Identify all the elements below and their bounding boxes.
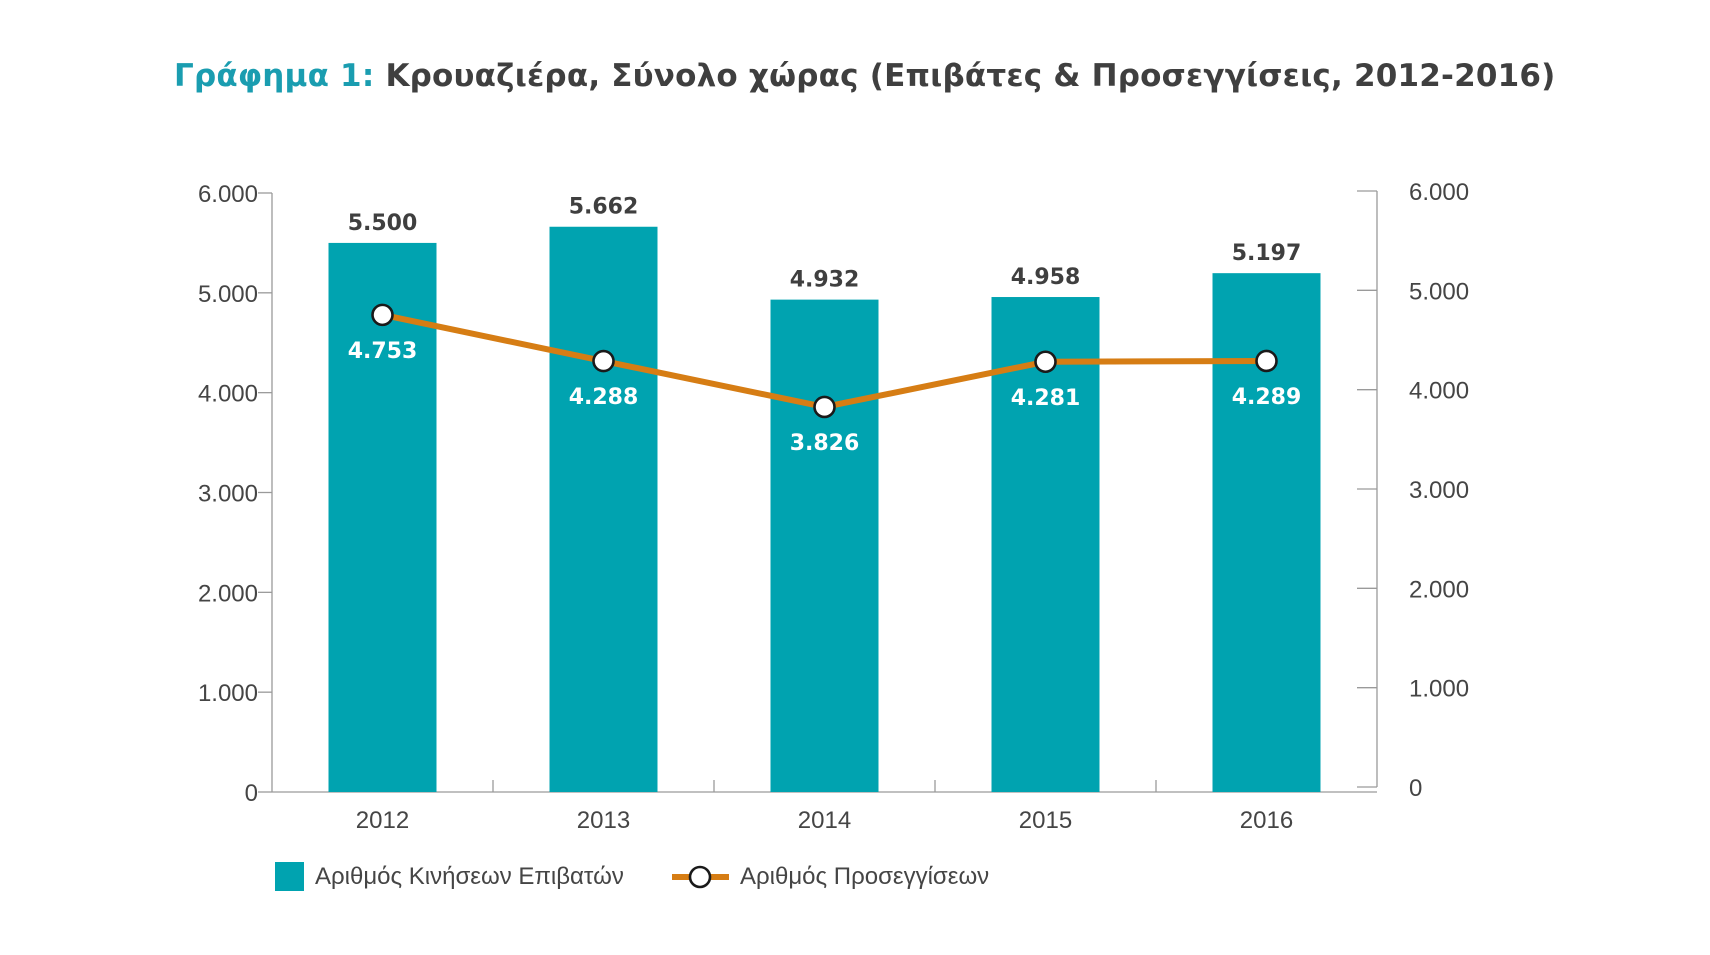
- axes: 0 1.000 2.000 3.000 4.000 5.000 6.000 0 1.000 2.0…: [198, 179, 1469, 834]
- x-axis-tick-label: 2014: [798, 807, 851, 834]
- right-axis-tick-label: 2.000: [1409, 576, 1469, 603]
- x-axis-tick-label: 2013: [577, 807, 630, 834]
- right-axis-tick-label: 1.000: [1409, 676, 1469, 703]
- bar: [328, 242, 437, 792]
- legend: Αριθμός Κινήσεων Επιβατών Αριθμός Προσεγγ…: [275, 862, 989, 891]
- left-axis-tick-label: 4.000: [198, 381, 258, 408]
- right-axis-tick-label: 3.000: [1409, 477, 1469, 504]
- right-axis-tick-label: 6.000: [1409, 179, 1469, 206]
- legend-bar-label: Αριθμός Κινήσεων Επιβατών: [315, 863, 624, 890]
- bar: [770, 299, 879, 792]
- left-axis-tick-label: 6.000: [198, 181, 258, 208]
- bar-value-label: 5.500: [348, 211, 418, 236]
- line-point: [813, 395, 836, 419]
- left-axis-tick-label: 0: [245, 780, 258, 807]
- bars: [328, 226, 1321, 793]
- x-axis-tick-label: 2016: [1240, 807, 1293, 834]
- line-value-label: 4.281: [1011, 386, 1081, 411]
- data-labels: 5.500 5.662 4.932 4.958 5.197 4.753 4.288 3.826…: [348, 195, 1302, 456]
- line-series: [371, 303, 1278, 419]
- bar-value-label: 4.932: [790, 268, 860, 293]
- right-axis-tick-label: 0: [1409, 775, 1422, 802]
- x-axis-tick-label: 2012: [356, 807, 409, 834]
- chart-title-prefix: Γράφημα 1:: [174, 58, 375, 94]
- line-point: [592, 349, 615, 373]
- line-value-label: 4.753: [348, 339, 418, 364]
- legend-line-marker: [688, 865, 712, 889]
- line-point: [1034, 350, 1057, 374]
- legend-bar-swatch: [275, 862, 304, 891]
- chart-title-main: Κρουαζιέρα, Σύνολο χώρας (Επιβάτες & Προ…: [385, 58, 1556, 94]
- left-axis-tick-label: 2.000: [198, 580, 258, 607]
- line-value-label: 4.288: [569, 385, 639, 410]
- line-point: [1255, 349, 1278, 373]
- line-value-label: 4.289: [1232, 385, 1302, 410]
- line-point: [371, 303, 394, 327]
- left-axis-tick-label: 1.000: [198, 680, 258, 707]
- left-axis-tick-label: 3.000: [198, 481, 258, 508]
- x-axis-tick-label: 2015: [1019, 807, 1072, 834]
- right-axis-tick-label: 5.000: [1409, 278, 1469, 305]
- right-axis-tick-label: 4.000: [1409, 378, 1469, 405]
- bar-value-label: 4.958: [1011, 265, 1081, 290]
- bar-value-label: 5.662: [569, 195, 639, 220]
- bar: [991, 297, 1100, 792]
- bar-value-label: 5.197: [1232, 241, 1302, 266]
- left-axis-tick-label: 5.000: [198, 281, 258, 308]
- bar: [549, 226, 658, 793]
- chart-title: Γράφημα 1: Κρουαζιέρα, Σύνολο χώρας (Επι…: [174, 58, 1556, 94]
- legend-line-label: Αριθμός Προσεγγίσεων: [740, 863, 989, 890]
- line-value-label: 3.826: [790, 431, 860, 456]
